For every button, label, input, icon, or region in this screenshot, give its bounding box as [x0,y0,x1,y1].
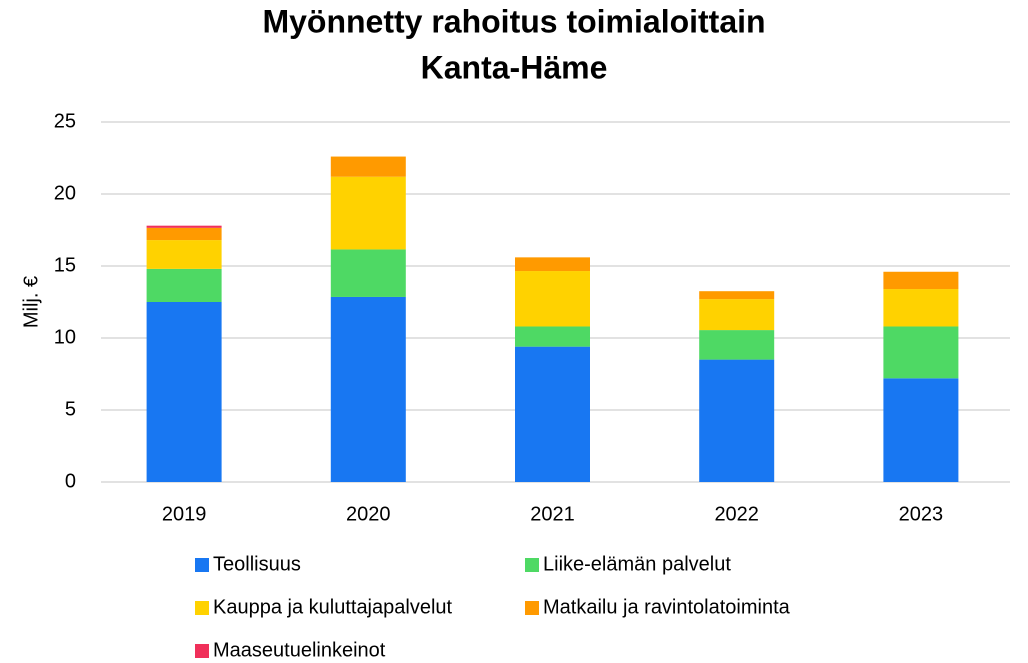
y-tick-label: 15 [54,254,76,276]
bar-segment [699,291,775,300]
legend-label: Liike-elämän palvelut [543,553,731,575]
x-tick-label: 2020 [346,503,391,525]
bar-segment [515,346,590,482]
chart-subtitle: Kanta-Häme [421,49,608,85]
y-tick-label: 20 [54,182,76,204]
bar-segment [330,176,406,250]
bar-segment [330,296,406,482]
bar-segment [699,330,775,360]
legend-swatch [525,558,539,572]
bar-segment [146,240,222,269]
bar-segment [883,326,959,379]
y-tick-label: 5 [65,398,76,420]
legend-label: Teollisuus [213,553,301,575]
bar-segment [515,271,590,327]
legend-label: Kauppa ja kuluttajapalvelut [213,596,453,618]
x-tick-label: 2023 [899,503,944,525]
x-tick-label: 2019 [162,503,207,525]
legend-swatch [525,601,539,615]
bar-segment [515,257,590,272]
bar-segment [883,289,959,327]
y-tick-label: 10 [54,326,76,348]
x-tick-label: 2021 [530,503,575,525]
bar-segment [146,268,222,302]
bar-segment [883,378,959,482]
legend-swatch [195,601,209,615]
legend-swatch [195,558,209,572]
legend-label: Matkailu ja ravintolatoiminta [543,596,791,618]
legend-swatch [195,644,209,658]
bar-segment [146,302,222,482]
bar-segment [330,249,406,297]
bar-segment [146,227,222,241]
bar-segment [146,225,222,228]
bar-segment [515,326,590,347]
bar-segment [699,299,775,331]
x-tick-label: 2022 [714,503,759,525]
chart-title: Myönnetty rahoitus toimialoittain [262,3,765,39]
y-tick-label: 0 [65,470,76,492]
y-axis-label: Milj. € [20,276,42,328]
bar-segment [883,271,959,290]
y-tick-label: 25 [54,110,76,132]
bar-segment [330,156,406,177]
bar-segment [699,359,775,482]
legend-label: Maaseutuelinkeinot [213,639,386,661]
